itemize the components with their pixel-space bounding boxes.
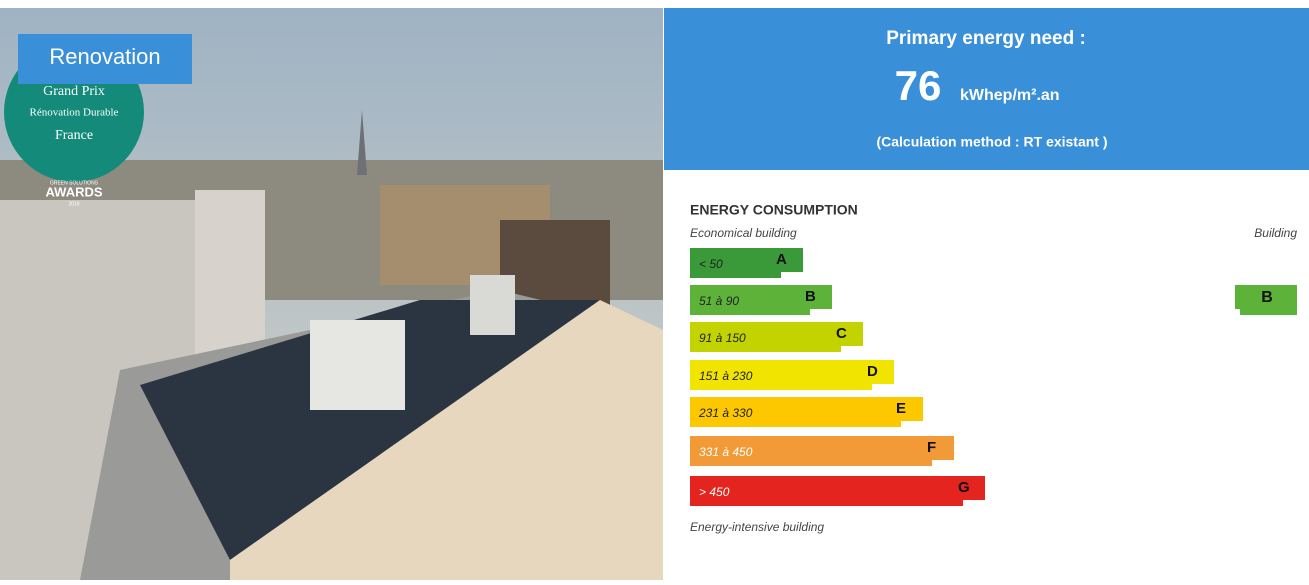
class-range: 151 à 230 xyxy=(699,369,753,383)
page: Grand Prix Rénovation Durable France GRE… xyxy=(0,0,1309,580)
badge-text: AWARDS xyxy=(45,184,102,199)
class-range: < 50 xyxy=(699,257,723,271)
class-range: 51 à 90 xyxy=(699,294,739,308)
building-class-letter: B xyxy=(1261,289,1273,306)
header-title: Primary energy need : xyxy=(886,28,1086,49)
header-unit: kWhep/m².an xyxy=(960,87,1060,104)
badge-text: Grand Prix xyxy=(43,84,105,99)
class-letter: D xyxy=(867,363,878,380)
label-caption: Energy-intensive building xyxy=(690,520,824,534)
header-method: (Calculation method : RT existant ) xyxy=(876,134,1107,150)
class-letter: A xyxy=(776,251,787,268)
badge-text: 2019 xyxy=(68,201,79,207)
class-letter: E xyxy=(896,400,906,417)
class-letter: F xyxy=(927,439,936,456)
label-caption: Building xyxy=(1254,226,1297,240)
class-range: 331 à 450 xyxy=(699,445,753,459)
class-range: 231 à 330 xyxy=(698,406,753,420)
badge-text: Rénovation Durable xyxy=(30,107,119,119)
header-value: 76 xyxy=(895,62,942,109)
class-range: 91 à 150 xyxy=(699,331,746,345)
class-bar xyxy=(690,476,985,500)
label-title: ENERGY CONSUMPTION xyxy=(690,202,858,218)
class-range: > 450 xyxy=(699,485,730,499)
label-caption: Economical building xyxy=(690,226,797,240)
class-letter: C xyxy=(836,325,847,342)
class-letter: B xyxy=(805,288,816,305)
badge-text: France xyxy=(55,128,93,143)
tag: Renovation xyxy=(49,44,160,69)
photo: Grand Prix Rénovation Durable France GRE… xyxy=(0,8,663,580)
class-letter: G xyxy=(958,479,970,496)
